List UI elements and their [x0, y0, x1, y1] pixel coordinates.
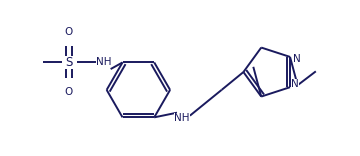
Text: NH: NH	[96, 57, 112, 67]
Text: O: O	[65, 27, 73, 37]
Text: N: N	[291, 79, 299, 89]
Text: NH: NH	[174, 113, 190, 123]
Text: O: O	[65, 87, 73, 97]
Text: N: N	[293, 54, 301, 64]
Text: S: S	[65, 56, 73, 69]
